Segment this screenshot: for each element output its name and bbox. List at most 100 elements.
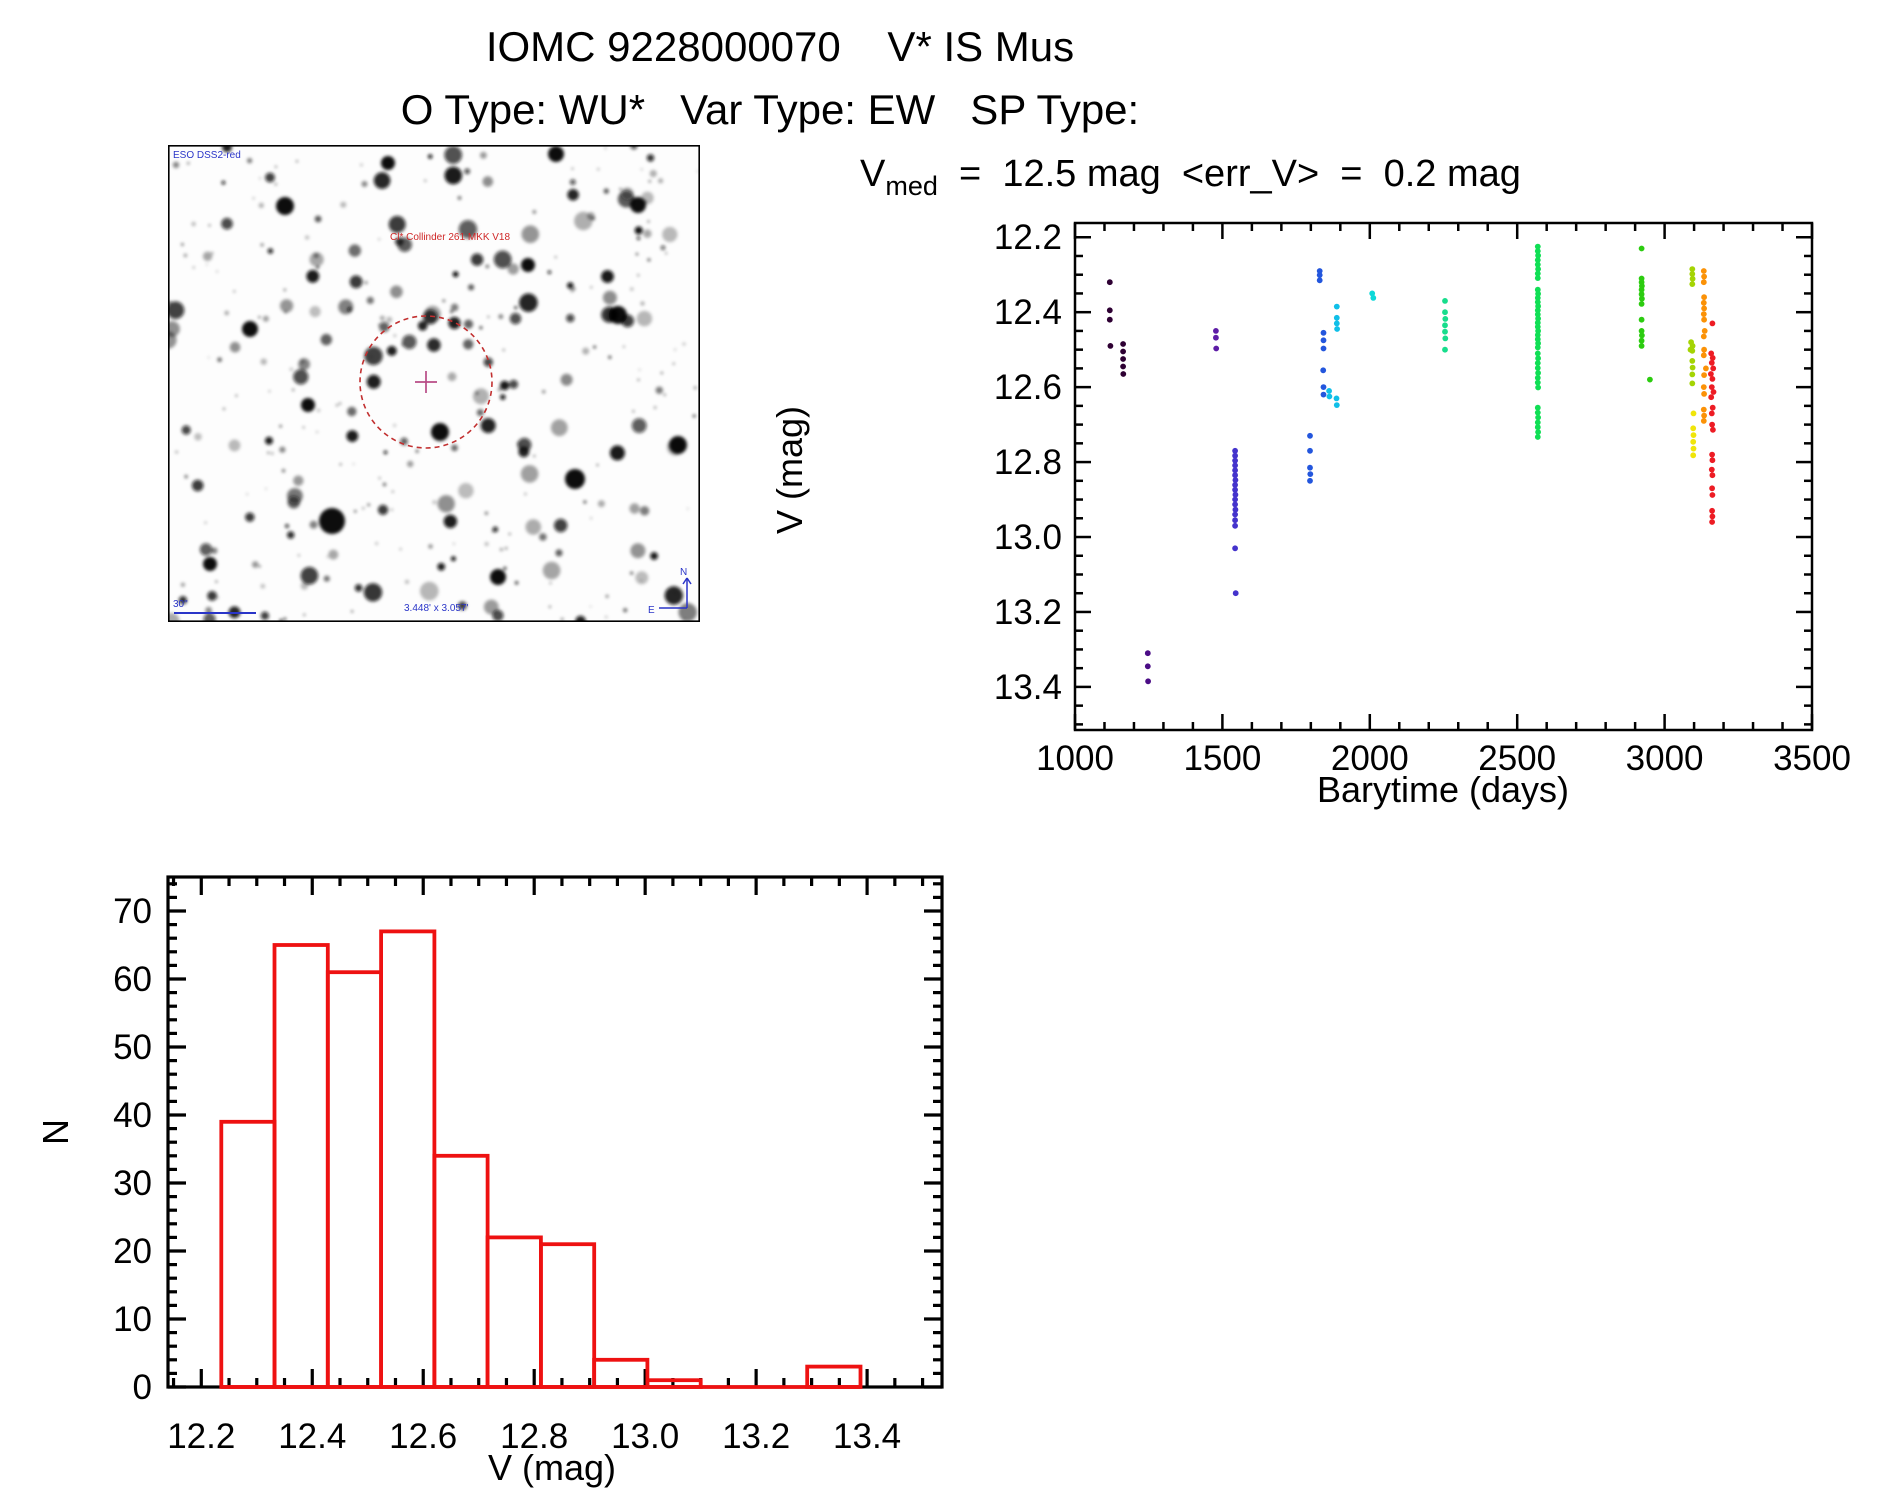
star [407,460,414,468]
data-point [1307,447,1313,454]
star [485,264,489,269]
star [630,287,634,291]
star [476,409,484,417]
bright-star [609,306,627,324]
histogram-bar [432,1153,490,1389]
star [211,547,218,554]
star [300,582,309,590]
star [383,450,388,455]
target-circle [359,315,493,449]
star [625,320,629,324]
data-point [1107,343,1114,349]
star [221,180,226,185]
star [587,212,595,220]
data-point [1442,346,1448,353]
data-point [1709,320,1716,327]
star [191,221,196,227]
data-point [1534,360,1541,366]
star [567,189,579,201]
data-point [1701,273,1707,280]
star [672,362,675,365]
histogram-bar [645,1378,703,1389]
star [364,346,383,366]
star [428,544,433,549]
y-tick-label: 70 [113,892,152,931]
star [206,263,208,266]
data-point [1232,462,1238,469]
star [463,339,474,350]
data-point [1710,365,1717,372]
histogram-bar [592,1357,650,1389]
star [183,253,188,258]
light-curve-xlabel: Barytime (days) [1317,769,1569,810]
data-point [1534,311,1541,318]
y-tick-label: 0 [133,1368,152,1407]
data-point [1120,356,1126,362]
data-point [1326,388,1332,394]
star [696,170,699,173]
star [340,201,347,208]
star [554,256,557,258]
star [362,507,365,510]
star [660,372,663,374]
star [634,226,643,235]
star [444,166,463,185]
star [520,465,539,483]
star [499,548,503,551]
data-point [1709,421,1715,428]
star [207,356,210,359]
star [674,348,676,351]
data-point [1709,404,1716,411]
star [326,556,329,558]
star [623,608,628,613]
histogram-bar [485,1235,543,1389]
histogram-axes: 12.2 12.4 12.6 12.8 13.0 13.2 13.4 0 10 20 30 40 50 6… [113,875,944,1456]
data-point [1442,322,1448,329]
data-point [1106,279,1113,286]
star [560,373,573,386]
data-point [1689,275,1696,282]
star [635,571,649,585]
star [686,507,689,510]
compass-north-arrow [686,577,692,585]
star [525,519,542,535]
star [424,179,427,182]
data-point [1232,590,1239,597]
star [339,463,342,466]
data-point [1534,404,1541,411]
star [470,253,484,266]
star [491,529,495,533]
data-point [1534,374,1541,381]
compass-east-label: E [648,605,655,616]
data-point [1232,452,1238,459]
star [458,220,478,239]
data-point [1120,341,1126,347]
star [309,252,324,267]
data-point [1534,307,1541,314]
star [393,424,396,427]
data-point [1689,380,1696,387]
light-curve-axes: 1000 1500 2000 2500 3000 3500 12.2 12.4 12.6 12.8… [994,218,1851,778]
y-tick-label: 10 [113,1300,152,1339]
star [289,367,293,371]
star [658,178,664,184]
star [655,386,663,394]
star [427,338,441,352]
star [265,172,275,183]
star [283,288,286,292]
data-point [1701,391,1707,397]
star [448,316,461,330]
star [309,520,318,529]
star [451,444,458,452]
star [650,552,658,560]
data-point [1647,376,1653,383]
data-point [1701,316,1707,323]
data-point [1534,344,1541,351]
star [354,510,357,513]
data-point [1316,268,1323,274]
star [339,402,342,405]
star [533,455,536,457]
star [316,266,319,269]
star [427,154,433,159]
star [202,251,213,261]
